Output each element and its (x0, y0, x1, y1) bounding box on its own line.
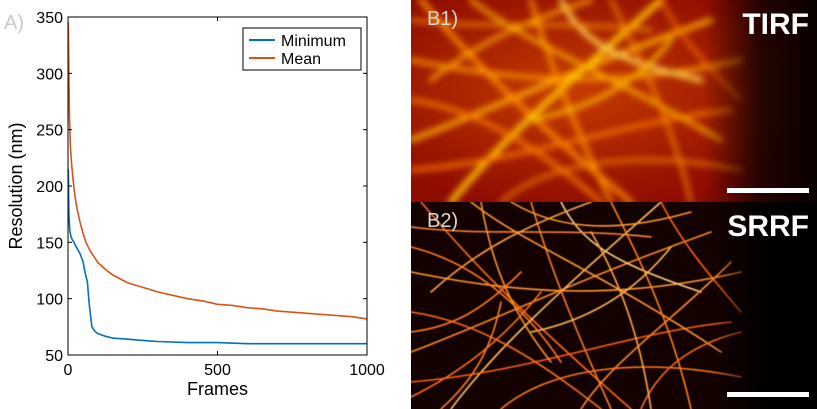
tirf-image-panel: B1) TIRF (411, 0, 817, 202)
series-line-minimum (67, 169, 367, 345)
panel-b2-letter: B2) (427, 210, 459, 232)
x-tick-label: 500 (204, 362, 231, 379)
legend-label-mean: Mean (281, 51, 321, 68)
y-tick-label: 350 (36, 10, 63, 27)
resolution-chart: 0 500 1000 50 100 150 200 250 300 350 Frames Resolu… (6, 10, 385, 399)
legend-label-minimum: Minimum (281, 33, 346, 50)
srrf-microscopy-image (411, 202, 817, 409)
panel-a-letter: A) (4, 12, 24, 34)
y-tick-label: 150 (36, 235, 63, 252)
srrf-image-panel: B2) SRRF (411, 202, 817, 409)
tirf-microscopy-image (411, 0, 817, 202)
x-tick-label: 1000 (349, 362, 385, 379)
y-tick-label: 300 (36, 66, 63, 83)
tirf-scale-bar (727, 188, 809, 193)
y-tick-label: 250 (36, 123, 63, 140)
series-line-mean (67, 22, 368, 320)
y-tick-label: 50 (45, 348, 63, 365)
srrf-scale-bar (727, 392, 809, 397)
y-axis-label: Resolution (nm) (6, 122, 26, 249)
x-tick-label: 0 (64, 362, 73, 379)
x-axis-label: Frames (187, 379, 248, 399)
tirf-label: TIRF (742, 8, 809, 41)
y-tick-label: 100 (36, 292, 63, 309)
resolution-chart-panel: 0 500 1000 50 100 150 200 250 300 350 Frames Resolu… (0, 0, 400, 409)
panel-b1-letter: B1) (427, 8, 459, 30)
srrf-label: SRRF (727, 210, 809, 243)
legend-box (242, 27, 362, 71)
y-tick-label: 200 (36, 179, 63, 196)
